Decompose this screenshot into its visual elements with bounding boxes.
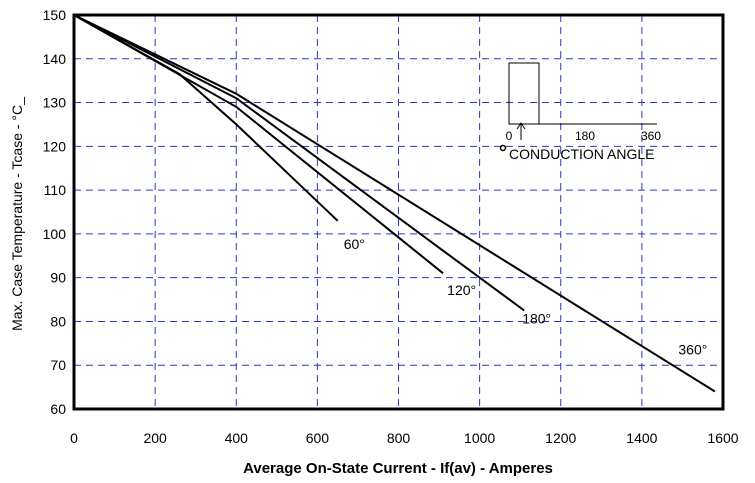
series-lines	[73, 14, 716, 393]
inset-tick-0: 0	[506, 129, 513, 143]
x-tick-label: 800	[387, 430, 411, 446]
y-tick-label: 90	[50, 270, 66, 286]
y-tick-label: 110	[44, 182, 67, 198]
y-tick-label: 120	[43, 138, 67, 154]
y-tick-label: 140	[43, 51, 67, 67]
x-tick-label: 400	[225, 430, 249, 446]
y-tick-label: 70	[50, 357, 66, 373]
conduction-angle-inset: 0 180 360 CONDUCTION ANGLE	[499, 62, 661, 162]
inset-marker	[499, 144, 507, 152]
x-axis-title: Average On-State Current - If(av) - Ampe…	[243, 460, 553, 477]
series-line	[73, 14, 716, 393]
series-label: 60°	[344, 236, 365, 252]
series-label: 120°	[447, 282, 476, 298]
x-tick-label: 200	[143, 430, 167, 446]
x-tick-labels: 0 200 400 600 800 1000 1200 1400 1600	[70, 430, 739, 446]
inset-arrow-head	[516, 122, 526, 130]
x-tick-label: 1000	[464, 430, 495, 446]
series-line	[73, 14, 525, 312]
x-tick-label: 1400	[626, 430, 657, 446]
inset-title: CONDUCTION ANGLE	[509, 146, 654, 162]
series-labels: 60° 120° 180° 360°	[344, 236, 708, 357]
series-label: 180°	[522, 311, 551, 327]
plot-frame	[72, 13, 725, 411]
y-tick-label: 130	[43, 95, 67, 111]
y-tick-label: 80	[50, 313, 66, 329]
inset-conduction-block	[508, 62, 540, 125]
series-label: 360°	[678, 341, 707, 357]
grid-lines	[74, 15, 723, 409]
y-axis-title: Max. Case Temperature - Tcase - °C_	[9, 97, 25, 331]
inset-tick-180: 180	[575, 129, 595, 143]
x-tick-label: 1200	[545, 430, 576, 446]
y-tick-label: 150	[43, 7, 67, 23]
inset-tick-360: 360	[641, 129, 661, 143]
x-tick-label: 600	[306, 430, 330, 446]
y-tick-label: 100	[43, 226, 67, 242]
y-tick-labels: 60 70 80 90 100 110 120 130 140 150	[43, 7, 67, 417]
series-line	[73, 14, 444, 275]
x-tick-label: 1600	[707, 430, 738, 446]
y-tick-label: 60	[50, 401, 66, 417]
x-tick-label: 0	[70, 430, 78, 446]
